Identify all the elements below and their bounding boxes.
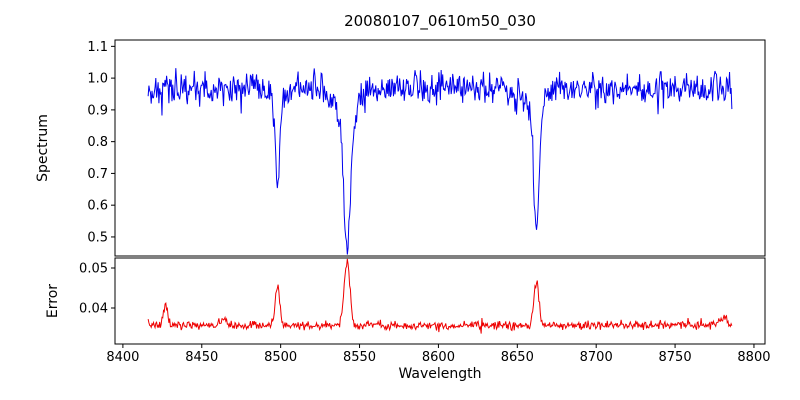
x-tick-label: 8600 xyxy=(422,350,455,365)
y-axis-label-error: Error xyxy=(45,284,61,318)
y-tick-label: 0.7 xyxy=(87,167,108,182)
x-tick-label: 8500 xyxy=(264,350,297,365)
y-tick-label: 1.0 xyxy=(87,72,108,87)
x-tick-label: 8400 xyxy=(106,350,139,365)
spectrum-series xyxy=(147,68,733,255)
y-tick-label: 0.04 xyxy=(79,302,108,317)
error-series xyxy=(147,258,733,334)
error-line xyxy=(147,258,733,334)
plot-content: 0.5 0.6 0.7 0.8 0.9 1.0 1.1 0.04 0.05 8400 8450 850… xyxy=(79,39,771,365)
y-tick-label: 0.8 xyxy=(87,135,108,150)
x-axis-label: Wavelength xyxy=(398,366,481,382)
panel-border-0 xyxy=(114,39,766,257)
y-tick-label: 0.5 xyxy=(87,230,108,245)
x-tick-label: 8550 xyxy=(343,350,376,365)
panel-border-1 xyxy=(114,257,766,345)
y-tick-label: 1.1 xyxy=(87,40,108,55)
y-tick-label: 0.05 xyxy=(79,262,108,277)
x-tick-label: 8650 xyxy=(501,350,534,365)
spectrum-line xyxy=(147,68,733,255)
x-tick-label: 8750 xyxy=(659,350,692,365)
x-tick-label: 8450 xyxy=(185,350,218,365)
y-tick-label: 0.6 xyxy=(87,199,108,214)
chart-title: 20080107_0610m50_030 xyxy=(344,12,536,31)
y-axis-label-spectrum: Spectrum xyxy=(35,114,51,182)
x-tick-label: 8800 xyxy=(737,350,770,365)
x-tick-label: 8700 xyxy=(580,350,613,365)
y-tick-label: 0.9 xyxy=(87,103,108,118)
